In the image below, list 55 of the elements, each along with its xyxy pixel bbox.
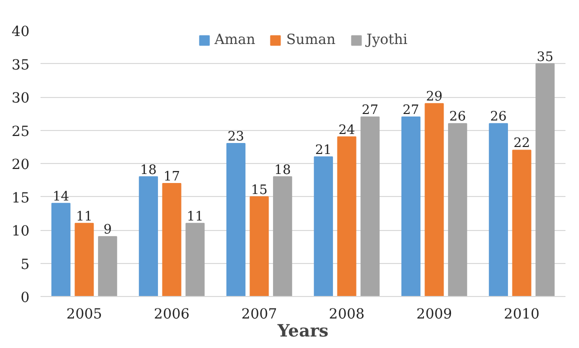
bar: [226, 143, 246, 296]
y-tick-label: 0: [20, 290, 30, 306]
bar: [250, 196, 269, 296]
x-tick-label: 2007: [241, 306, 278, 322]
bar: [186, 222, 205, 296]
x-tick-label: 2006: [154, 306, 190, 322]
data-label: 14: [52, 189, 70, 204]
bar: [51, 202, 70, 296]
bar: [536, 63, 555, 296]
data-label: 9: [103, 222, 112, 238]
data-label: 27: [402, 102, 420, 118]
data-label: 29: [426, 90, 443, 105]
data-label: 17: [163, 169, 180, 184]
y-tick-label: 25: [12, 124, 30, 140]
legend-label: Suman: [286, 32, 336, 48]
bar: [314, 156, 333, 296]
x-tick-label: 2005: [66, 306, 102, 322]
y-tick-label: 20: [12, 157, 30, 173]
x-axis-title: Years: [276, 322, 329, 342]
data-label: 24: [338, 122, 356, 138]
x-tick-label: 2009: [416, 306, 452, 322]
legend-label: Jyothi: [366, 32, 408, 48]
data-label: 35: [536, 50, 554, 65]
bar: [512, 150, 532, 296]
y-tick-label: 15: [12, 190, 30, 206]
x-tick-label: 2010: [504, 306, 540, 322]
data-label: 11: [186, 209, 204, 224]
data-label: 11: [76, 209, 93, 224]
bar: [98, 236, 118, 296]
data-label: 22: [513, 136, 530, 152]
data-label: 26: [449, 110, 466, 125]
y-tick-label: 10: [12, 224, 30, 240]
bar: [138, 176, 158, 296]
y-tick-label: 40: [12, 24, 30, 40]
bar: [488, 123, 508, 296]
data-label: 26: [490, 110, 507, 125]
data-label: 18: [140, 162, 157, 178]
bar: [162, 182, 182, 296]
bar: [401, 116, 420, 296]
x-tick-label: 2008: [328, 306, 365, 322]
bar: [273, 176, 292, 296]
data-label: 27: [362, 102, 378, 118]
data-label: 21: [315, 142, 332, 158]
y-tick-label: 35: [12, 57, 30, 74]
data-label: 15: [250, 182, 268, 198]
bar: [424, 103, 444, 296]
bar: [74, 222, 94, 296]
data-label: 23: [228, 130, 244, 145]
y-tick-label: 30: [12, 90, 30, 106]
bar: [337, 136, 356, 296]
bar: [360, 116, 380, 296]
bar: [448, 123, 468, 296]
legend-label: Aman: [214, 32, 256, 48]
data-label: 18: [274, 162, 291, 178]
y-tick-label: 5: [20, 256, 30, 273]
